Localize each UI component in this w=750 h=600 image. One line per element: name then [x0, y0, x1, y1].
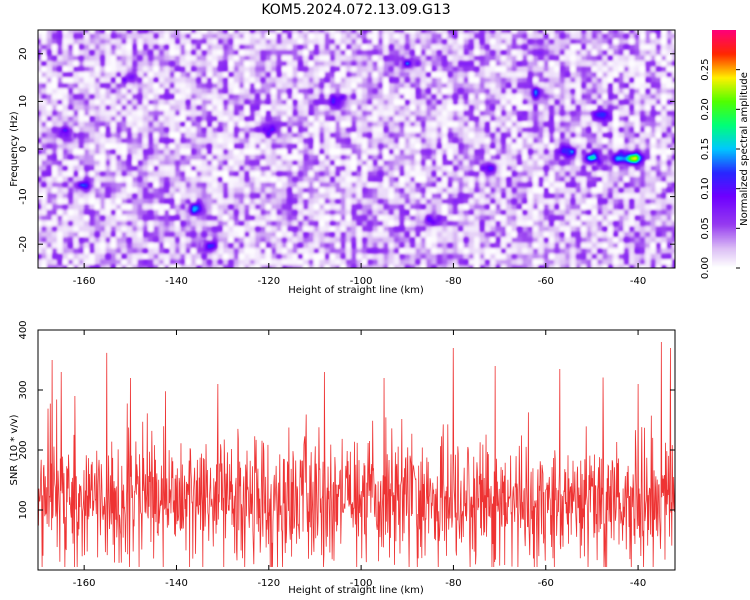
colorbar: 0.00 0.05 0.10 0.15 0.20 0.25 Normalized spec… — [700, 30, 750, 279]
colorbar-tick-label: 0.05 — [700, 217, 711, 239]
x-tick-label: -40 — [630, 578, 646, 589]
snr-x-axis: -160 -140 -120 -100 -80 -60 -40 — [73, 330, 646, 589]
x-tick-label: -140 — [165, 276, 188, 287]
snr-y-axis-label: SNR (10 * v/v) — [9, 414, 20, 485]
y-tick-label: 300 — [18, 380, 29, 399]
x-tick-label: -160 — [73, 276, 96, 287]
x-tick-label: -100 — [350, 276, 373, 287]
y-tick-label: 400 — [18, 320, 29, 339]
y-tick-label: 0 — [18, 146, 29, 152]
figure-title: KOM5.2024.072.13.09.G13 — [261, 2, 450, 18]
colorbar-tick-label: 0.00 — [700, 257, 711, 279]
colorbar-tick-label: 0.25 — [700, 59, 711, 81]
colorbar-gradient — [712, 30, 736, 268]
colorbar-tick-label: 0.20 — [700, 98, 711, 120]
x-tick-label: -60 — [538, 578, 554, 589]
snr-y-axis: 100 200 300 400 — [18, 320, 675, 520]
x-tick-label: -80 — [445, 578, 461, 589]
x-tick-label: -60 — [538, 276, 554, 287]
x-tick-label: -100 — [350, 578, 373, 589]
snr-series-line — [37, 341, 676, 568]
x-tick-label: -160 — [73, 578, 96, 589]
spectrogram-heatmap — [38, 30, 675, 268]
x-tick-label: -120 — [257, 578, 280, 589]
x-tick-label: -40 — [630, 276, 646, 287]
snr-panel: -160 -140 -120 -100 -80 -60 -40 100 200 300 400 H… — [9, 320, 676, 596]
colorbar-label: Normalized spectral amplitude — [739, 72, 750, 226]
y-tick-label: 10 — [18, 95, 29, 108]
y-tick-label: -20 — [18, 236, 29, 252]
spectrogram-x-axis-label: Height of straight line (km) — [288, 285, 424, 296]
colorbar-ticks: 0.00 0.05 0.10 0.15 0.20 0.25 — [700, 59, 740, 279]
y-tick-label: -10 — [18, 188, 29, 204]
y-tick-label: 200 — [18, 440, 29, 459]
snr-x-axis-label: Height of straight line (km) — [288, 585, 424, 596]
x-tick-label: -120 — [257, 276, 280, 287]
x-tick-label: -140 — [165, 578, 188, 589]
spectrogram-y-axis: -20 -10 0 10 20 — [18, 47, 675, 252]
x-tick-label: -80 — [445, 276, 461, 287]
colorbar-tick-label: 0.10 — [700, 178, 711, 200]
colorbar-gradient-container — [712, 30, 736, 268]
spectrogram-image-container — [38, 30, 675, 268]
spectrogram-x-axis: -160 -140 -120 -100 -80 -60 -40 — [73, 30, 646, 287]
y-tick-label: 20 — [18, 47, 29, 60]
y-tick-label: 100 — [18, 500, 29, 519]
colorbar-tick-label: 0.15 — [700, 138, 711, 160]
spectrogram-y-axis-label: Frequency (Hz) — [9, 111, 20, 187]
